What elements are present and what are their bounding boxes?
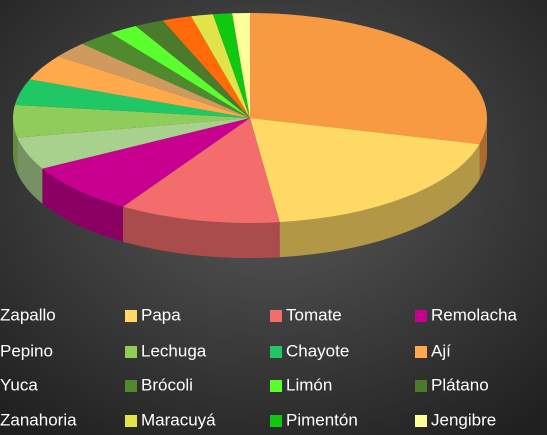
pie-side-shade	[279, 144, 480, 258]
pie-slice	[42, 118, 251, 207]
pie-side	[42, 168, 124, 242]
legend-label: Zapallo	[0, 305, 56, 324]
pie-slice	[82, 33, 250, 118]
legend-label: Papa	[141, 305, 181, 324]
legend-label: Limón	[286, 375, 332, 394]
legend-swatch	[270, 346, 282, 358]
legend-label: Pepino	[0, 341, 53, 360]
legend-label: Maracuyá	[141, 410, 216, 429]
pie-slice	[110, 25, 251, 118]
pie-slice	[17, 118, 250, 169]
legend-swatch	[270, 415, 282, 427]
pie-slice	[162, 16, 250, 119]
pie-slice	[232, 13, 250, 118]
pie-side-shade	[479, 118, 487, 180]
legend-swatch	[125, 415, 137, 427]
legend-swatch	[270, 380, 282, 392]
legend-swatch	[415, 380, 427, 392]
pie-side	[17, 137, 43, 204]
legend-label: Yuca	[0, 375, 38, 394]
pie-side	[13, 118, 18, 173]
pie-side	[123, 206, 280, 259]
legend-swatch	[125, 346, 137, 358]
legend-label: Plátano	[431, 375, 489, 394]
legend-label: Tomate	[286, 305, 342, 324]
pie-side-shade	[123, 206, 280, 259]
pie-slice	[212, 13, 250, 118]
legend-label: Ají	[431, 341, 451, 360]
pie-side	[279, 144, 480, 258]
pie-slice	[58, 43, 251, 119]
pie-slice	[13, 104, 251, 138]
legend-label: Pimentón	[286, 410, 358, 429]
legend-swatch	[415, 415, 427, 427]
pie-slice	[135, 20, 250, 119]
pie-slice	[29, 56, 250, 118]
legend-label: Chayote	[286, 341, 349, 360]
pie-side	[479, 118, 487, 180]
legend-label: Jengibre	[431, 410, 496, 429]
pie-slice	[191, 14, 250, 118]
pie-side-shade	[42, 168, 124, 242]
legend-swatch	[125, 380, 137, 392]
legend-label: Lechuga	[141, 341, 207, 360]
legend-swatch	[270, 310, 282, 322]
legend-label: Zanahoria	[0, 410, 77, 429]
pie-side-shade	[13, 118, 18, 173]
pie-slice	[14, 79, 250, 118]
legend-label: Remolacha	[431, 305, 518, 324]
pie-slice	[250, 13, 488, 145]
legend-swatch	[125, 310, 137, 322]
legend-label: Brócoli	[141, 375, 193, 394]
pie-side-shade	[17, 137, 43, 204]
legend-swatch	[415, 310, 427, 322]
legend-swatch	[415, 346, 427, 358]
pie-slice	[123, 118, 280, 223]
pie-slice	[250, 118, 480, 223]
